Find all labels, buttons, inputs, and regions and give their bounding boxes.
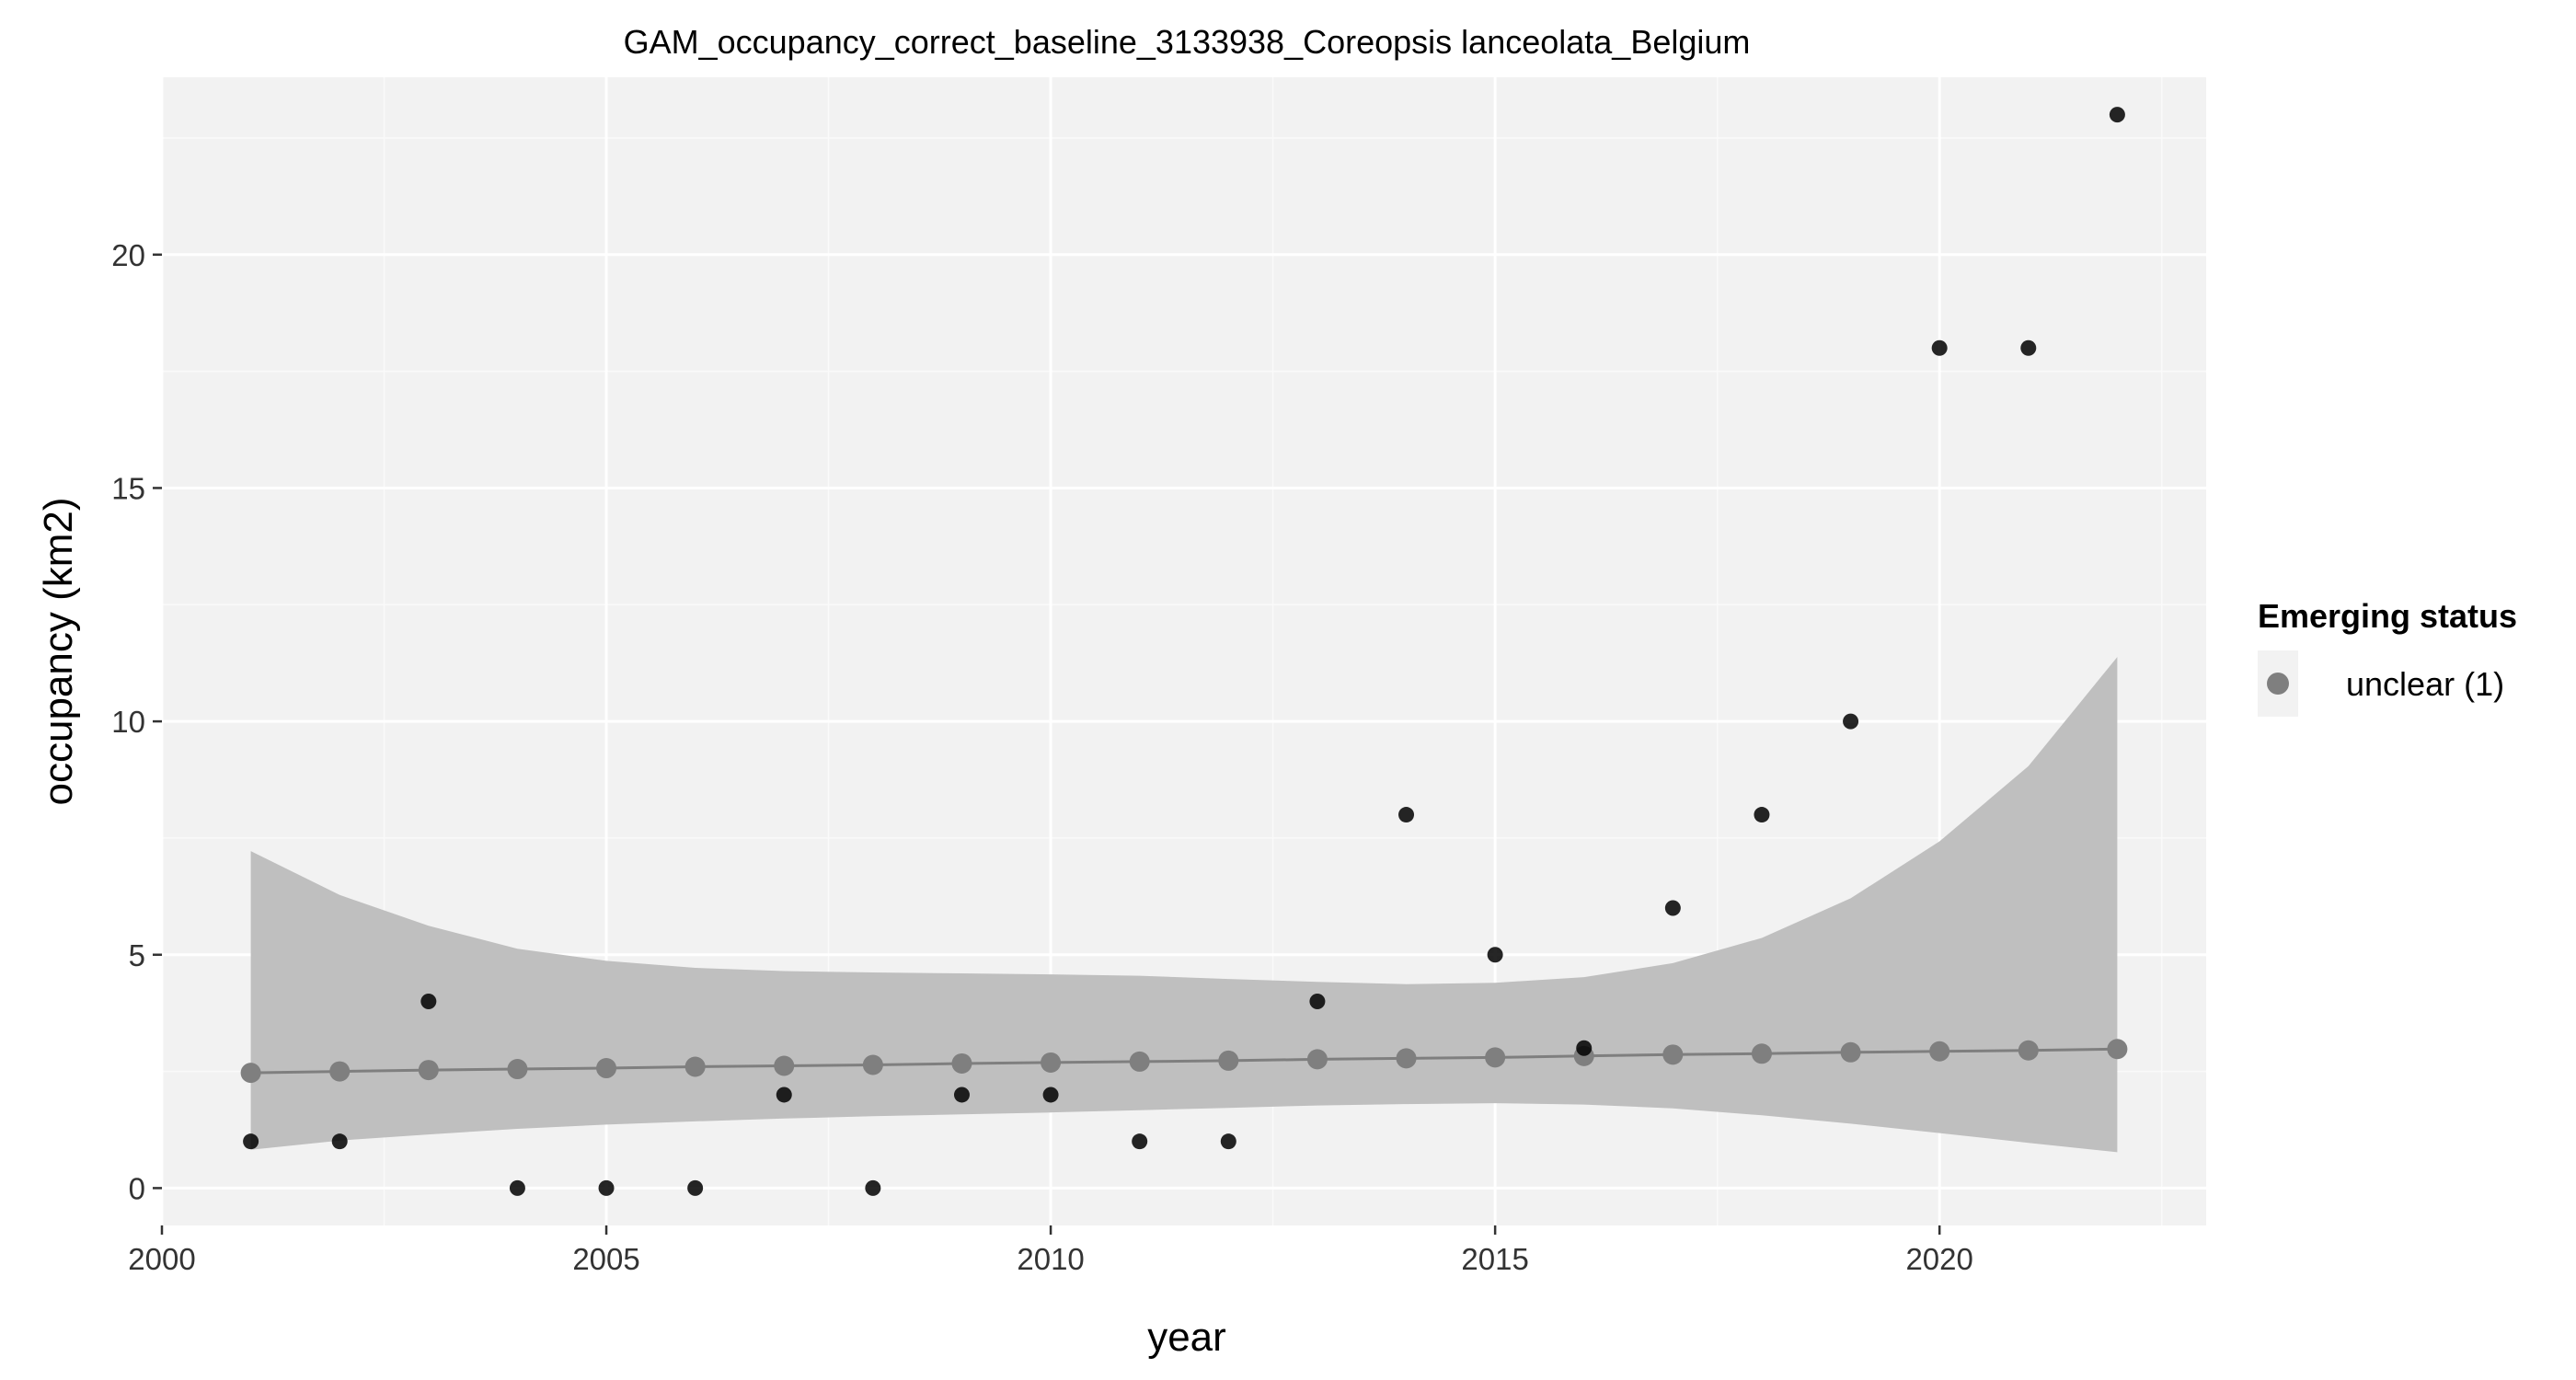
y-axis: 0 5 10 15 20 <box>111 238 162 1205</box>
fitted-point <box>774 1055 795 1076</box>
legend-key-dot <box>2267 673 2289 695</box>
y-tick-label: 15 <box>111 471 145 505</box>
fitted-point <box>1218 1050 1239 1071</box>
observed-point <box>776 1087 792 1103</box>
observed-point <box>331 1133 348 1150</box>
observed-point <box>1398 807 1415 823</box>
x-tick-label: 2020 <box>1905 1242 1972 1276</box>
fitted-point <box>1840 1041 1861 1063</box>
observed-point <box>598 1179 615 1196</box>
observed-point <box>509 1179 525 1196</box>
fitted-point <box>1129 1051 1150 1072</box>
observed-point <box>1931 339 1948 356</box>
x-tick-label: 2000 <box>128 1242 195 1276</box>
confidence-ribbon <box>250 657 2118 1153</box>
fitted-point <box>329 1061 351 1082</box>
fitted-point <box>1306 1049 1328 1070</box>
fitted-point <box>596 1058 617 1079</box>
fitted-point <box>418 1060 439 1081</box>
observed-point <box>1487 947 1503 963</box>
fitted-point <box>862 1054 883 1075</box>
fitted-point <box>1041 1052 1062 1073</box>
fitted-point <box>2107 1039 2128 1060</box>
chart-title: GAM_occupancy_correct_baseline_3133938_C… <box>624 23 1751 61</box>
observed-point <box>1664 900 1681 916</box>
fitted-point <box>951 1052 972 1074</box>
observed-point <box>1132 1133 1148 1150</box>
y-tick-label: 5 <box>129 938 145 972</box>
y-axis-title: occupancy (km2) <box>36 497 81 805</box>
observed-point <box>2109 107 2125 123</box>
observed-point <box>953 1087 970 1103</box>
fitted-point <box>1485 1047 1506 1068</box>
x-tick-label: 2010 <box>1017 1242 1084 1276</box>
observed-point <box>1843 713 1859 730</box>
major-gridlines <box>160 77 2206 1225</box>
fitted-line <box>250 1047 2118 1075</box>
fitted-point <box>507 1059 528 1080</box>
observed-point <box>1220 1133 1236 1150</box>
observed-point <box>865 1179 881 1196</box>
observed-point <box>1042 1087 1059 1103</box>
x-axis-title: year <box>1147 1315 1226 1360</box>
x-tick-label: 2015 <box>1461 1242 1528 1276</box>
observed-point <box>1754 807 1770 823</box>
fitted-point <box>240 1063 261 1084</box>
legend: Emerging status unclear (1) <box>2258 597 2517 717</box>
x-tick-label: 2005 <box>572 1242 639 1276</box>
observed-point <box>1576 1040 1593 1056</box>
observed-points <box>243 107 2125 1196</box>
legend-label-unclear: unclear (1) <box>2346 665 2504 703</box>
fitted-point <box>2018 1040 2039 1061</box>
y-tick-label: 20 <box>111 238 145 272</box>
y-tick-label: 0 <box>129 1171 145 1205</box>
observed-point <box>243 1133 259 1150</box>
fitted-point <box>1929 1041 1950 1062</box>
x-axis: 2000 2005 2010 2015 2020 <box>128 1225 1973 1276</box>
legend-title: Emerging status <box>2258 597 2517 635</box>
observed-point <box>420 993 437 1009</box>
observed-point <box>1309 993 1326 1009</box>
observed-point <box>2020 339 2037 356</box>
y-tick-label: 10 <box>111 705 145 739</box>
fitted-point <box>1396 1048 1417 1069</box>
fitted-point <box>1751 1043 1772 1064</box>
fitted-point <box>1662 1044 1684 1065</box>
fitted-point <box>684 1056 706 1077</box>
observed-point <box>687 1179 704 1196</box>
